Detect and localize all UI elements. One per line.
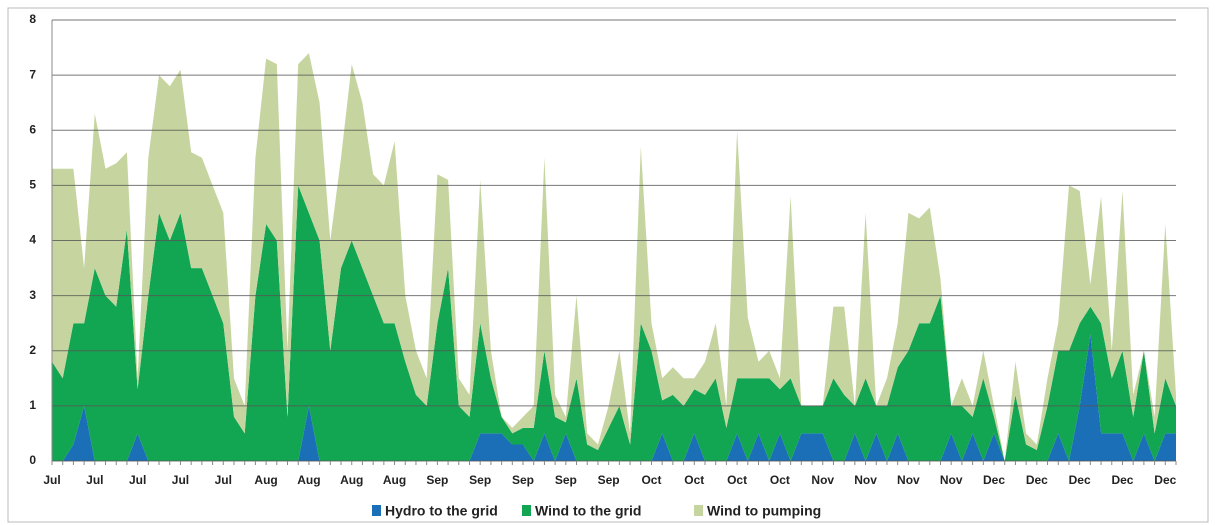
y-tick-label: 4 [29,233,36,247]
x-tick-label: Sep [426,473,448,487]
x-tick-label: Oct [727,473,747,487]
legend-label: Wind to pumping [707,503,821,519]
legend-marker [522,505,531,516]
y-tick-label: 3 [29,288,36,302]
legend-label: Wind to the grid [535,503,641,519]
x-tick-label: Nov [854,473,877,487]
y-tick-label: 5 [29,178,36,192]
x-tick-label: Dec [1026,473,1048,487]
x-tick-label: Oct [684,473,704,487]
y-tick-label: 0 [29,453,36,467]
x-tick-label: Aug [383,473,406,487]
legend-label: Hydro to the grid [385,503,498,519]
area [52,334,1176,461]
x-tick-label: Dec [1154,473,1176,487]
area [52,53,1176,461]
area [52,185,1176,461]
x-tick-label: Nov [897,473,920,487]
x-tick-label: Dec [1069,473,1091,487]
x-tick-label: Sep [555,473,577,487]
x-tick-label: Oct [641,473,661,487]
y-tick-label: 2 [29,343,36,357]
x-tick-label: Aug [254,473,277,487]
chart-border [7,7,1209,523]
x-tick-label: Jul [129,473,146,487]
y-tick-label: 6 [29,122,36,136]
x-tick-label: Jul [215,473,232,487]
x-tick-label: Oct [770,473,790,487]
x-tick-label: Nov [811,473,834,487]
legend-marker [694,505,703,516]
y-tick-label: 8 [29,12,36,26]
x-tick-label: Sep [512,473,534,487]
legend-marker [372,505,381,516]
x-tick-label: Aug [340,473,363,487]
y-tick-label: 7 [29,67,36,81]
y-tick-label: 1 [29,398,36,412]
x-tick-label: Jul [86,473,103,487]
x-tick-label: Jul [172,473,189,487]
x-tick-label: Dec [983,473,1005,487]
x-tick-label: Aug [297,473,320,487]
x-tick-label: Dec [1111,473,1133,487]
legend: Hydro to the grid Wind to the grid Wind to… [372,503,821,519]
x-tick-label: Sep [598,473,620,487]
x-tick-label: Jul [43,473,60,487]
x-tick-label: Nov [940,473,963,487]
x-tick-label: Sep [469,473,491,487]
